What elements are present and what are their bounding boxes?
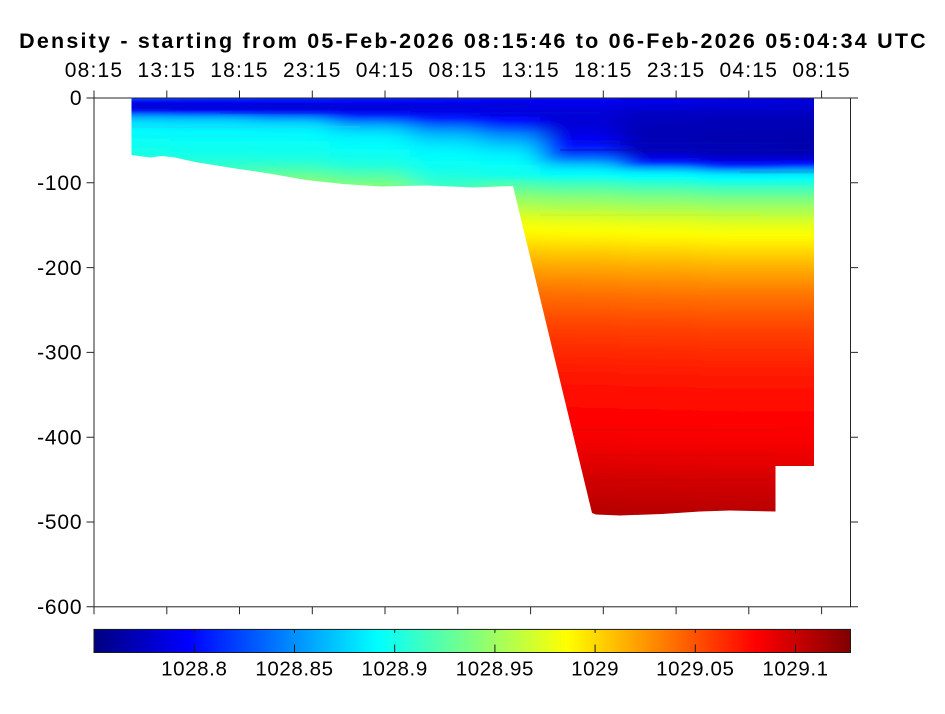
svg-text:-600: -600 [37,596,82,619]
svg-text:08:15: 08:15 [792,59,851,82]
svg-text:-300: -300 [37,342,82,365]
svg-text:08:15: 08:15 [429,59,488,82]
svg-text:13:15: 13:15 [138,59,197,82]
svg-text:18:15: 18:15 [210,59,269,82]
svg-text:18:15: 18:15 [574,59,633,82]
svg-text:1028.8: 1028.8 [161,658,227,681]
svg-text:13:15: 13:15 [501,59,560,82]
svg-text:-400: -400 [37,426,82,449]
svg-text:04:15: 04:15 [356,59,415,82]
svg-text:08:15: 08:15 [65,59,124,82]
svg-text:04:15: 04:15 [720,59,779,82]
svg-text:23:15: 23:15 [647,59,706,82]
svg-text:-100: -100 [37,172,82,195]
svg-text:1028.95: 1028.95 [456,658,534,681]
svg-text:1029.1: 1029.1 [762,658,828,681]
svg-text:0: 0 [70,87,82,110]
svg-text:-500: -500 [37,511,82,534]
svg-text:1028.85: 1028.85 [255,658,333,681]
svg-text:1029: 1029 [571,658,619,681]
svg-text:1029.05: 1029.05 [656,658,734,681]
svg-text:-200: -200 [37,257,82,280]
svg-text:Density - starting from 05-Feb: Density - starting from 05-Feb-2026 08:1… [19,29,928,53]
svg-text:23:15: 23:15 [283,59,342,82]
svg-text:1028.9: 1028.9 [362,658,428,681]
